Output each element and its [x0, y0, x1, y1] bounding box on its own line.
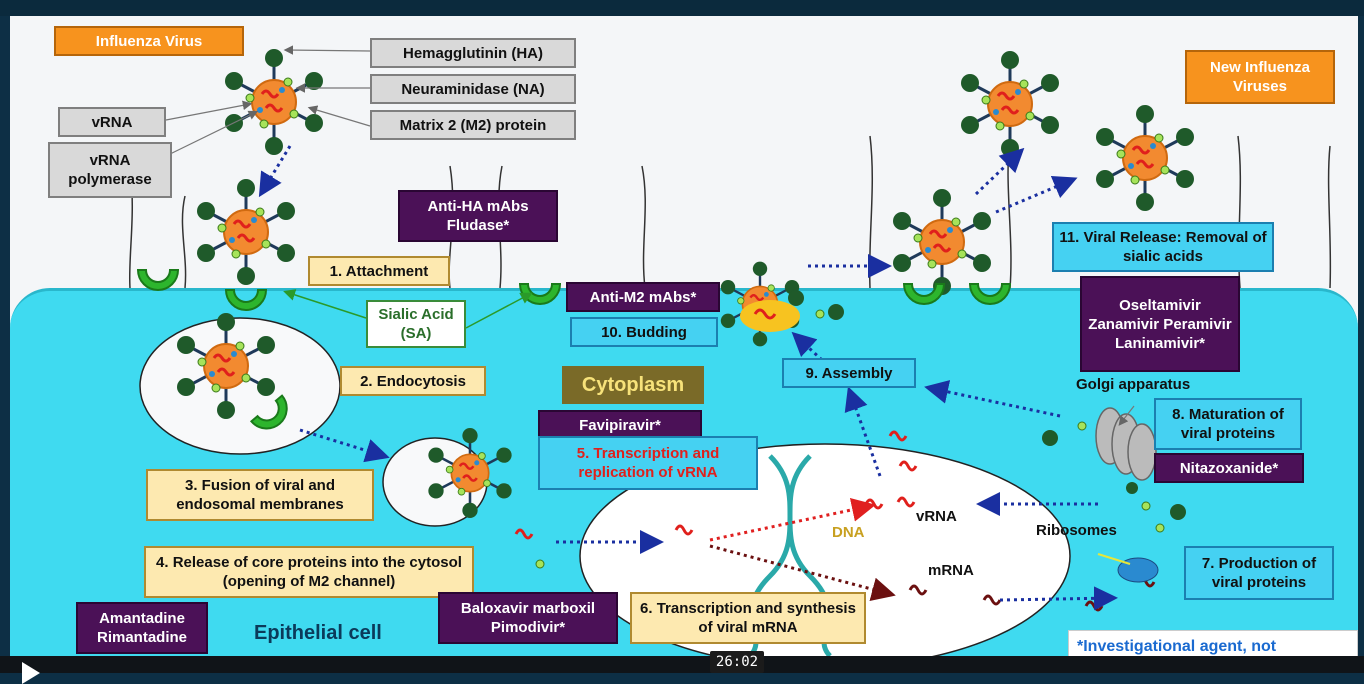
video-control-bar[interactable] [0, 656, 1364, 673]
video-timestamp: 26:02 [710, 651, 764, 673]
budding-step: 10. Budding [570, 317, 718, 347]
cytoplasm-label: Cytoplasm [562, 366, 704, 404]
sialic-acid-label: Sialic Acid (SA) [366, 300, 466, 348]
transcription-mrna-step: 6. Transcription and synthesis of viral … [630, 592, 866, 644]
ha-label: Hemagglutinin (HA) [370, 38, 576, 68]
na-label: Neuraminidase (NA) [370, 74, 576, 104]
anti-ha-drug: Anti-HA mAbs Fludase* [398, 190, 558, 242]
play-icon[interactable] [22, 662, 40, 684]
neuraminidase-inhibitors: Oseltamivir Zanamivir Peramivir Laninami… [1080, 276, 1240, 372]
favipiravir-drug: Favipiravir* [538, 410, 702, 440]
vrna-polymerase-label: vRNA polymerase [48, 142, 172, 198]
mrna-nucleus-label: mRNA [928, 562, 974, 579]
slide-title-bar [0, 0, 1364, 16]
attachment-step: 1. Attachment [308, 256, 450, 286]
viral-release-step: 11. Viral Release: Removal of sialic aci… [1052, 222, 1274, 272]
amantadine-drug: Amantadine Rimantadine [76, 602, 208, 654]
vrna-label: vRNA [58, 107, 166, 137]
anti-m2-drug: Anti-M2 mAbs* [566, 282, 720, 312]
fusion-step: 3. Fusion of viral and endosomal membran… [146, 469, 374, 521]
ribosomes-label: Ribosomes [1036, 522, 1117, 539]
epithelial-cell-label: Epithelial cell [254, 622, 382, 644]
transcription-vrna-step: 5. Transcription and replication of vRNA [538, 436, 758, 490]
baloxavir-drug: Baloxavir marboxil Pimodivir* [438, 592, 618, 644]
new-viruses-label: New Influenza Viruses [1185, 50, 1335, 104]
endocytosis-step: 2. Endocytosis [340, 366, 486, 396]
diagram-slide: Influenza Virus New Influenza Viruses He… [10, 16, 1358, 656]
vrna-nucleus-label: vRNA [916, 508, 957, 525]
nitazoxanide-drug: Nitazoxanide* [1154, 453, 1304, 483]
assembly-step: 9. Assembly [782, 358, 916, 388]
dna-label: DNA [832, 524, 865, 541]
investigational-footnote: *Investigational agent, not approved in … [1068, 630, 1358, 656]
m2-label: Matrix 2 (M2) protein [370, 110, 576, 140]
influenza-virus-label: Influenza Virus [54, 26, 244, 56]
golgi-label: Golgi apparatus [1076, 376, 1191, 393]
production-step: 7. Production of viral proteins [1184, 546, 1334, 600]
maturation-step: 8. Maturation of viral proteins [1154, 398, 1302, 450]
release-step: 4. Release of core proteins into the cyt… [144, 546, 474, 598]
